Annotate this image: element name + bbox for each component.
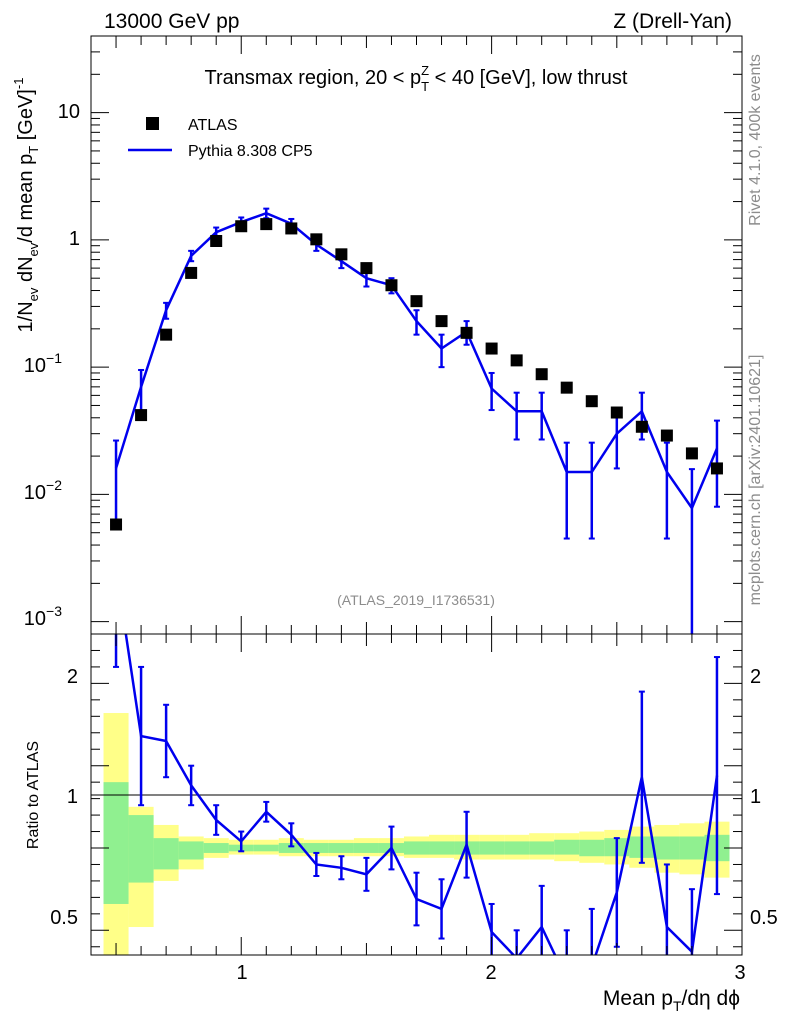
atlas-point (610, 406, 623, 419)
ratio-tick-label-2-left: 2 (67, 666, 78, 688)
atlas-point (210, 234, 223, 247)
atlas-point (635, 420, 648, 433)
main-panel: 10 1 10−1 10−2 10−3 Transmax region, 20 … (24, 35, 743, 635)
ratio-band-green-bin (504, 841, 530, 855)
ratio-tick-label-0.5-right: 0.5 (750, 907, 778, 929)
atlas-point (410, 295, 423, 308)
atlas-point (385, 279, 398, 292)
atlas-point (535, 368, 548, 381)
ratio-band-green-bin (554, 839, 580, 855)
atlas-point (585, 395, 598, 408)
legend-atlas-label: ATLAS (188, 117, 238, 134)
y-tick-label-1: 1 (69, 228, 80, 250)
ratio-band-green-bin (128, 815, 154, 883)
ratio-band-green-bin (203, 843, 229, 853)
ratio-tick-label-0.5-left: 0.5 (50, 907, 78, 929)
ratio-band-green-bin (153, 838, 179, 870)
x-tick-label-2: 2 (485, 962, 496, 984)
ratio-band-green-bin (579, 839, 605, 857)
side-mcplots-label: mcplots.cern.ch [arXiv:2401.10621] (747, 355, 764, 606)
atlas-point (560, 381, 573, 394)
atlas-series (110, 218, 723, 531)
atlas-point (710, 462, 723, 475)
ratio-band-green-bin (178, 841, 204, 860)
y-tick-label-10: 10 (58, 101, 80, 123)
atlas-point (460, 326, 473, 339)
ratio-band-green-bin (479, 841, 505, 855)
ratio-panel: 2 1 0.5 2 1 0.5 Ratio to ATLAS 1 2 3 Mea… (25, 633, 778, 1014)
ratio-band-green-bin (429, 841, 455, 855)
ratio-band-green-bin (353, 843, 379, 853)
atlas-point (485, 342, 498, 355)
ratio-band-green-bin (103, 782, 129, 904)
x-tick-label-3: 3 (734, 962, 745, 984)
ratio-band-green-bin (253, 844, 279, 852)
atlas-point (310, 233, 323, 246)
atlas-point (285, 222, 298, 235)
main-ticks (90, 35, 743, 634)
ratio-band-green-bin (529, 841, 555, 855)
analysis-id-watermark: (ATLAS_2019_I1736531) (337, 592, 495, 608)
x-axis-label: Mean pT/dη dϕ (603, 987, 740, 1014)
x-tick-label-1: 1 (236, 962, 247, 984)
pythia-series (113, 207, 720, 634)
atlas-point (685, 447, 698, 460)
atlas-point (360, 262, 373, 275)
y-tick-label-0.01: 10−2 (24, 477, 62, 504)
atlas-point (235, 220, 248, 233)
ratio-y-axis-label: Ratio to ATLAS (25, 741, 42, 849)
atlas-point (160, 328, 173, 341)
ratio-band-green-bin (654, 836, 680, 860)
atlas-point (660, 429, 673, 442)
atlas-point (435, 315, 448, 328)
header-left: 13000 GeV pp (104, 10, 239, 33)
pythia-line (114, 211, 719, 511)
ratio-ticks (90, 634, 743, 955)
ratio-band-green-bin (403, 841, 430, 855)
ratio-series (113, 634, 720, 955)
atlas-point (110, 518, 123, 531)
legend-atlas-marker (146, 117, 159, 130)
ratio-tick-label-1-left: 1 (67, 786, 78, 808)
side-rivet-label: Rivet 4.1.0, 400k events (747, 54, 764, 226)
atlas-point (260, 218, 273, 231)
main-y-tick-labels: 10 1 10−1 10−2 10−3 (24, 101, 80, 630)
atlas-point (510, 354, 523, 367)
ratio-tick-label-1-right: 1 (750, 786, 761, 808)
atlas-point (185, 266, 198, 279)
ratio-band-green-bin (679, 836, 705, 860)
ratio-band-green-bin (328, 843, 354, 853)
header-right: Z (Drell-Yan) (613, 10, 732, 33)
ratio-band-green-bin (278, 843, 304, 853)
ratio-tick-label-2-right: 2 (750, 666, 761, 688)
main-y-axis-label: 1/Nev dNev/d mean pT [GeV]-1 (11, 78, 41, 333)
legend: ATLAS Pythia 8.308 CP5 (128, 117, 313, 160)
atlas-point (135, 409, 148, 422)
y-tick-label-0.001: 10−3 (24, 603, 62, 630)
chart-title: Transmax region, 20 < pTZ < 40 [GeV], lo… (205, 63, 628, 94)
atlas-point (335, 248, 348, 261)
y-tick-label-0.1: 10−1 (24, 350, 62, 377)
ratio-band-green-bin (303, 843, 329, 853)
legend-pythia-label: Pythia 8.308 CP5 (188, 143, 313, 160)
